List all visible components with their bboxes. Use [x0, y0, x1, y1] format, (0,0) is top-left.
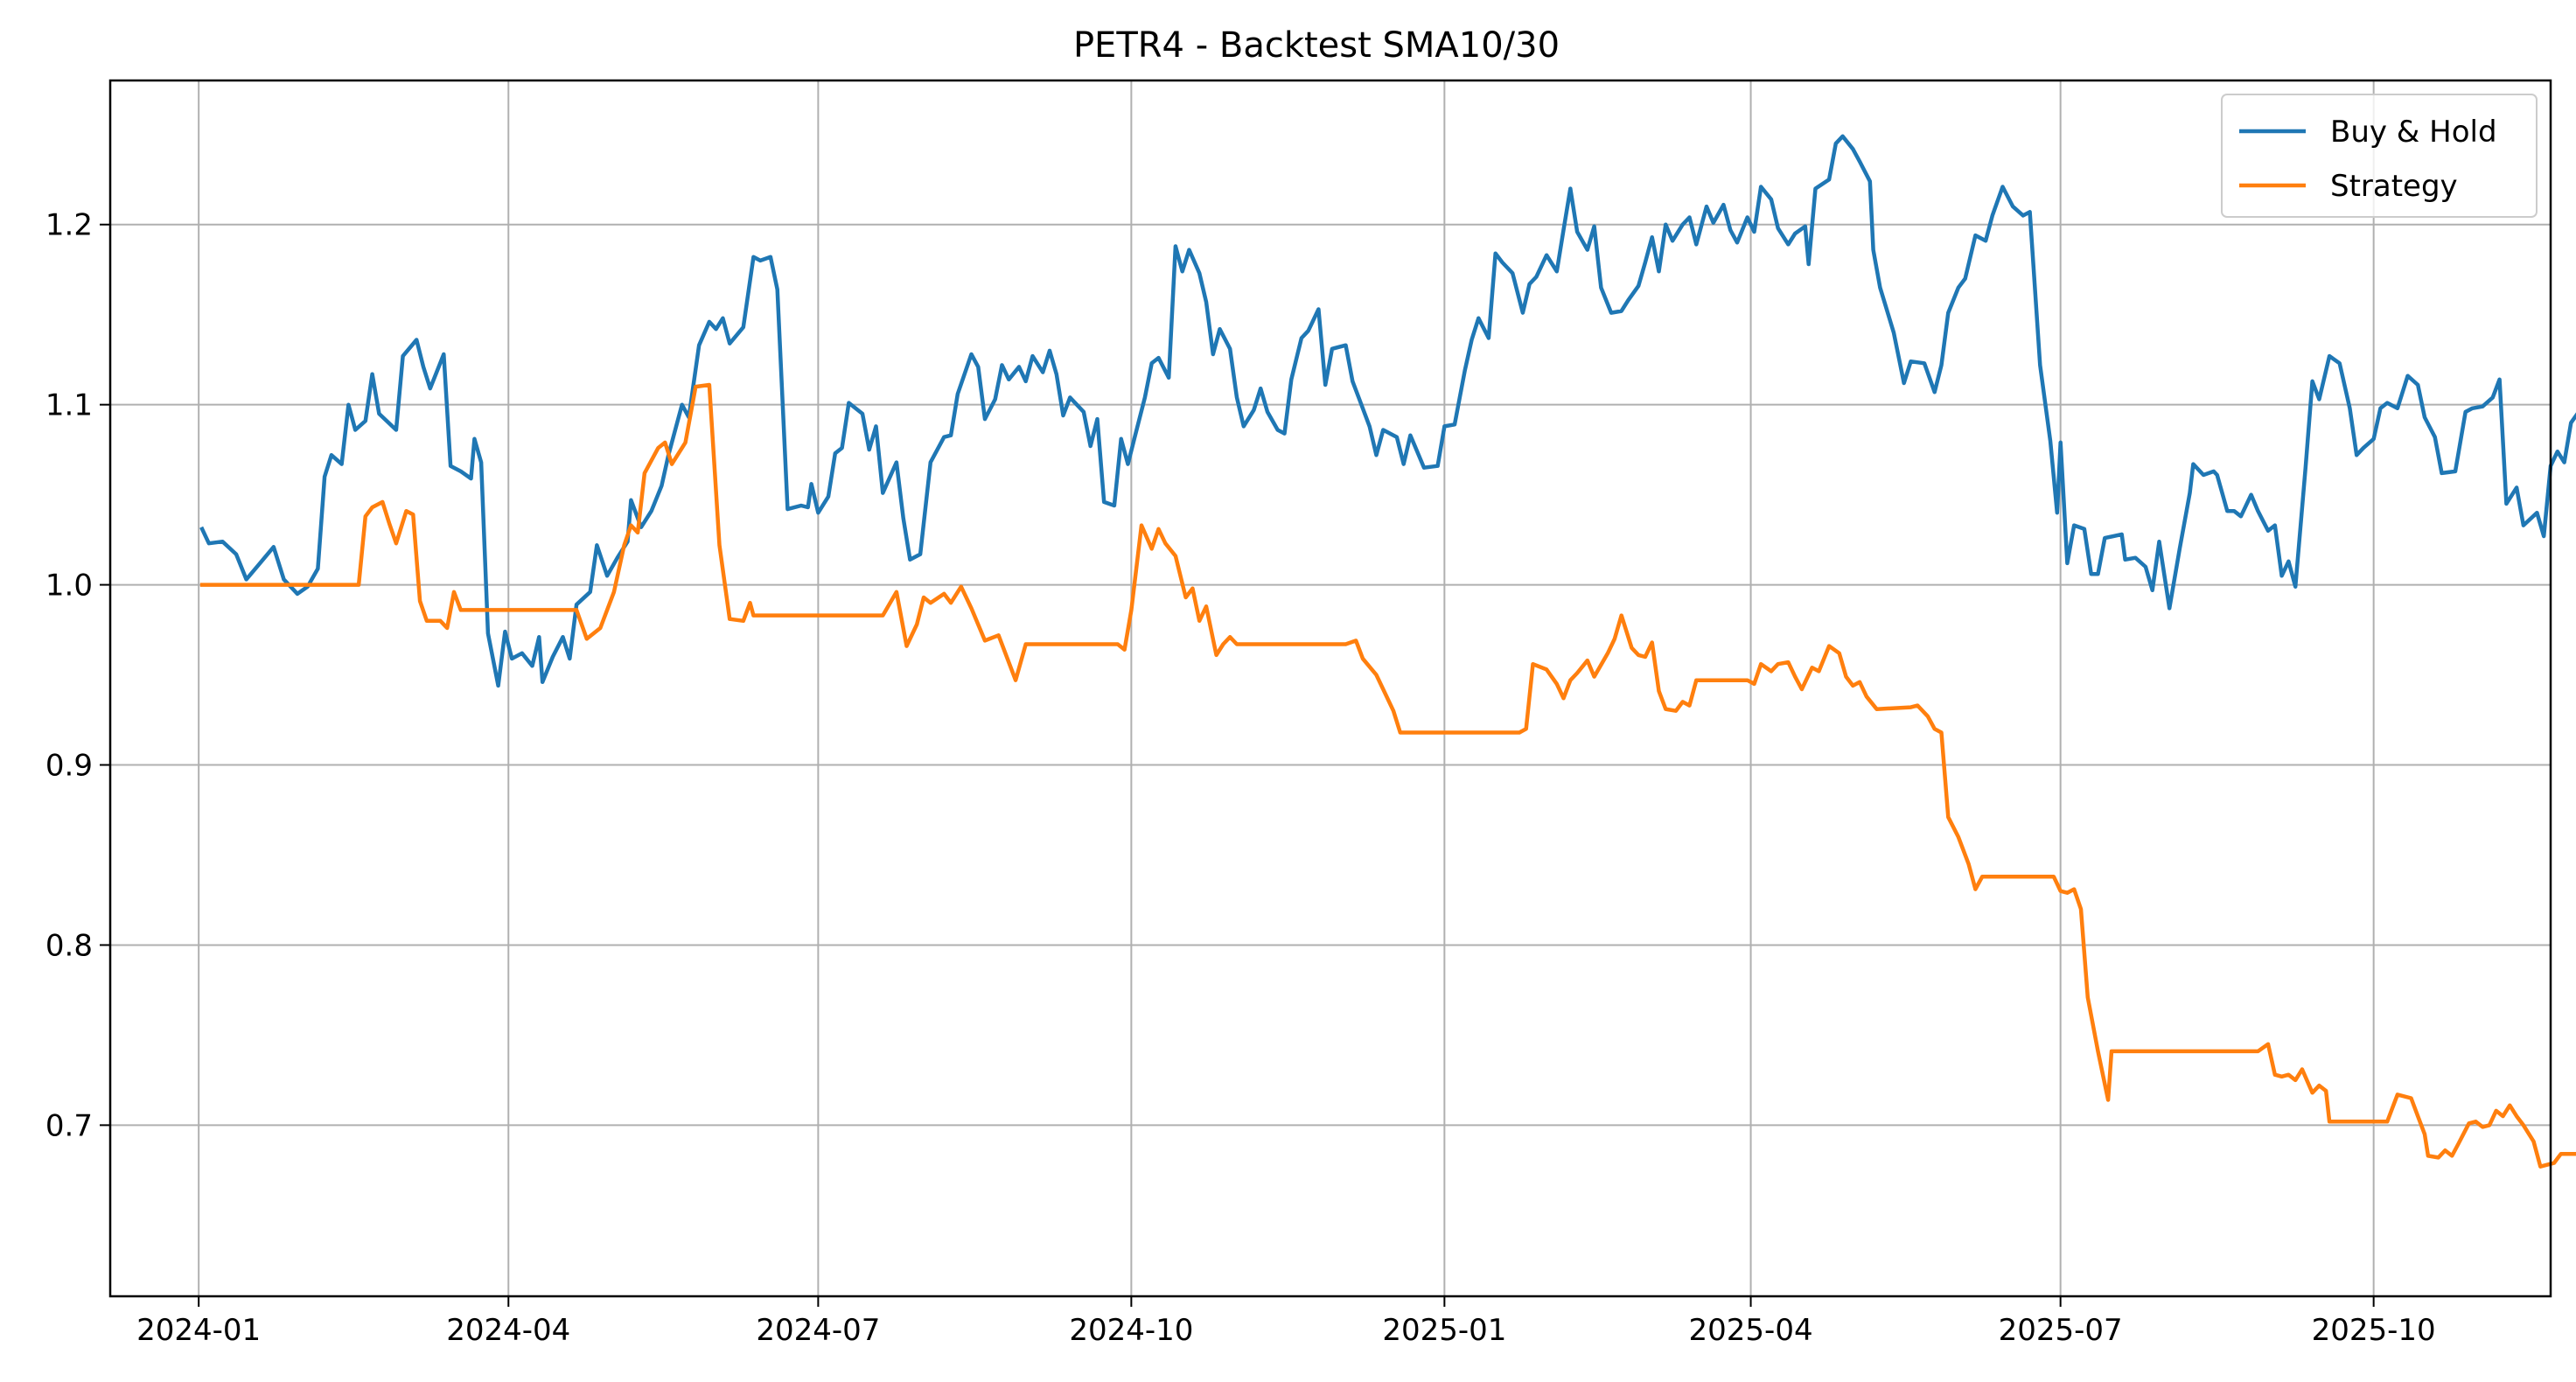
y-tick-label: 0.9 [45, 749, 93, 784]
y-tick-label: 0.7 [45, 1108, 93, 1143]
series-line-strategy [199, 382, 2576, 1169]
series-line-buy-hold [199, 134, 2576, 688]
chart-title: PETR4 - Backtest SMA10/30 [1073, 25, 1560, 66]
legend-label: Strategy [2330, 169, 2458, 204]
x-axis: 2024-01 2024-04 2024-07 2024-10 2025-01 2025-… [136, 1296, 2436, 1348]
series-layer [199, 134, 2576, 1169]
x-tick-label: 2024-04 [446, 1313, 570, 1348]
legend-label: Buy & Hold [2330, 115, 2497, 150]
y-tick-label: 1.1 [45, 388, 93, 423]
x-tick-label: 2025-04 [1689, 1313, 1813, 1348]
x-tick-label: 2024-10 [1069, 1313, 1193, 1348]
x-tick-label: 2025-01 [1382, 1313, 1506, 1348]
x-tick-label: 2025-10 [2312, 1313, 2436, 1348]
x-tick-label: 2024-01 [136, 1313, 261, 1348]
x-tick-label: 2025-07 [1999, 1313, 2123, 1348]
y-tick-label: 0.8 [45, 928, 93, 963]
y-tick-label: 1.2 [45, 208, 93, 243]
y-axis: 0.7 0.8 0.9 1.0 1.1 1.2 [45, 208, 110, 1143]
x-tick-label: 2024-07 [756, 1313, 880, 1348]
legend: Buy & Hold Strategy [2221, 94, 2538, 218]
gridlines [110, 80, 2551, 1296]
plot-frame [108, 79, 2552, 1298]
y-tick-label: 1.0 [45, 569, 93, 604]
